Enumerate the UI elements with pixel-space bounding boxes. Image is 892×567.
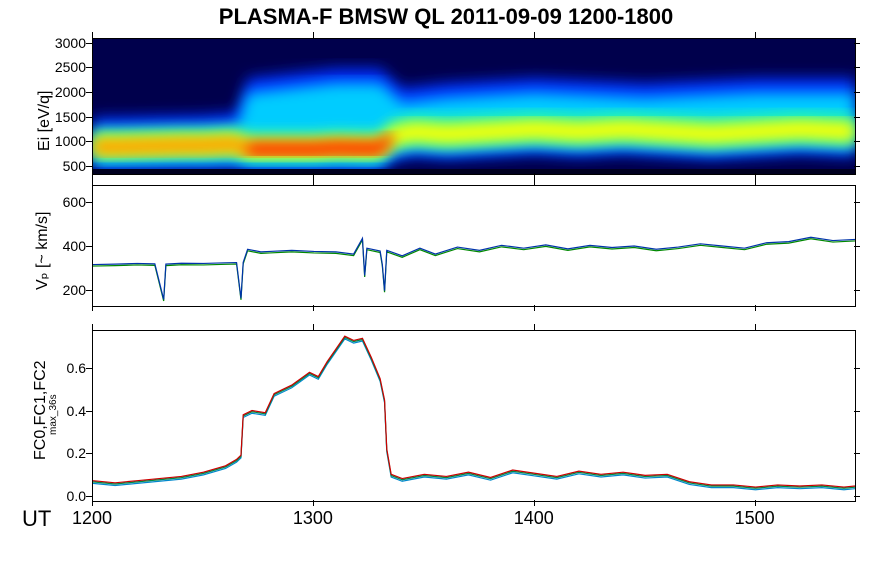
xtick-mark (534, 32, 535, 38)
ytick-label: 500 (40, 158, 86, 174)
xtick-label: 1200 (64, 508, 120, 529)
ytick-mark (854, 141, 860, 142)
xtick-mark (313, 32, 314, 38)
ytick-mark (854, 202, 860, 203)
xtick-mark (755, 305, 756, 311)
ytick-label: 3000 (40, 35, 86, 51)
xtick-mark (92, 179, 93, 185)
ytick-label: 200 (40, 282, 86, 298)
ytick-label: 400 (40, 238, 86, 254)
xtick-label: 1400 (506, 508, 562, 529)
ytick-label: 0.2 (40, 445, 86, 461)
series-line (93, 237, 855, 299)
ytick-mark (86, 92, 92, 93)
xtick-mark (534, 305, 535, 311)
xtick-mark (92, 324, 93, 330)
page-title: PLASMA-F BMSW QL 2011-09-09 1200-1800 (0, 4, 892, 30)
ytick-label: 2500 (40, 59, 86, 75)
ytick-mark (86, 117, 92, 118)
xtick-mark (92, 305, 93, 311)
fc-canvas (93, 331, 855, 501)
ytick-mark (854, 166, 860, 167)
ytick-mark (854, 290, 860, 291)
xtick-mark (755, 500, 756, 506)
ytick-mark (86, 368, 92, 369)
ytick-mark (854, 411, 860, 412)
xtick-label: 1300 (285, 508, 341, 529)
ytick-label: 0.6 (40, 360, 86, 376)
xtick-mark (92, 32, 93, 38)
xtick-mark (92, 500, 93, 506)
series-line (93, 339, 855, 490)
xtick-mark (755, 324, 756, 330)
xtick-mark (313, 500, 314, 506)
ytick-mark (86, 67, 92, 68)
xtick-mark (534, 500, 535, 506)
ytick-mark (854, 496, 860, 497)
velocity-canvas (93, 186, 855, 306)
xtick-mark (313, 179, 314, 185)
xtick-label: 1500 (727, 508, 783, 529)
ytick-label: 1500 (40, 109, 86, 125)
ytick-mark (86, 43, 92, 44)
series-line (93, 336, 855, 487)
ytick-label: 600 (40, 194, 86, 210)
ytick-mark (86, 453, 92, 454)
ytick-mark (86, 166, 92, 167)
ytick-mark (854, 92, 860, 93)
xtick-mark (313, 324, 314, 330)
xtick-mark (755, 32, 756, 38)
ytick-mark (86, 141, 92, 142)
ytick-label: 2000 (40, 84, 86, 100)
ytick-mark (854, 117, 860, 118)
x-axis-label: UT (22, 506, 51, 532)
ytick-mark (86, 411, 92, 412)
ytick-label: 0.4 (40, 403, 86, 419)
xtick-mark (534, 324, 535, 330)
ytick-mark (86, 246, 92, 247)
ytick-label: 0.0 (40, 488, 86, 504)
ytick-mark (854, 453, 860, 454)
ytick-mark (854, 368, 860, 369)
panel-velocity (92, 185, 856, 307)
panel-fc (92, 330, 856, 502)
xtick-mark (313, 305, 314, 311)
ytick-mark (854, 246, 860, 247)
series-line (93, 337, 855, 488)
ytick-mark (854, 43, 860, 44)
spectrogram-canvas (93, 39, 855, 174)
ytick-label: 1000 (40, 133, 86, 149)
xtick-mark (534, 179, 535, 185)
ytick-mark (86, 202, 92, 203)
spectrogram-baseline (93, 169, 855, 174)
ytick-mark (86, 496, 92, 497)
ytick-mark (86, 290, 92, 291)
panel-spectrogram (92, 38, 856, 175)
xtick-mark (755, 179, 756, 185)
ytick-mark (854, 67, 860, 68)
